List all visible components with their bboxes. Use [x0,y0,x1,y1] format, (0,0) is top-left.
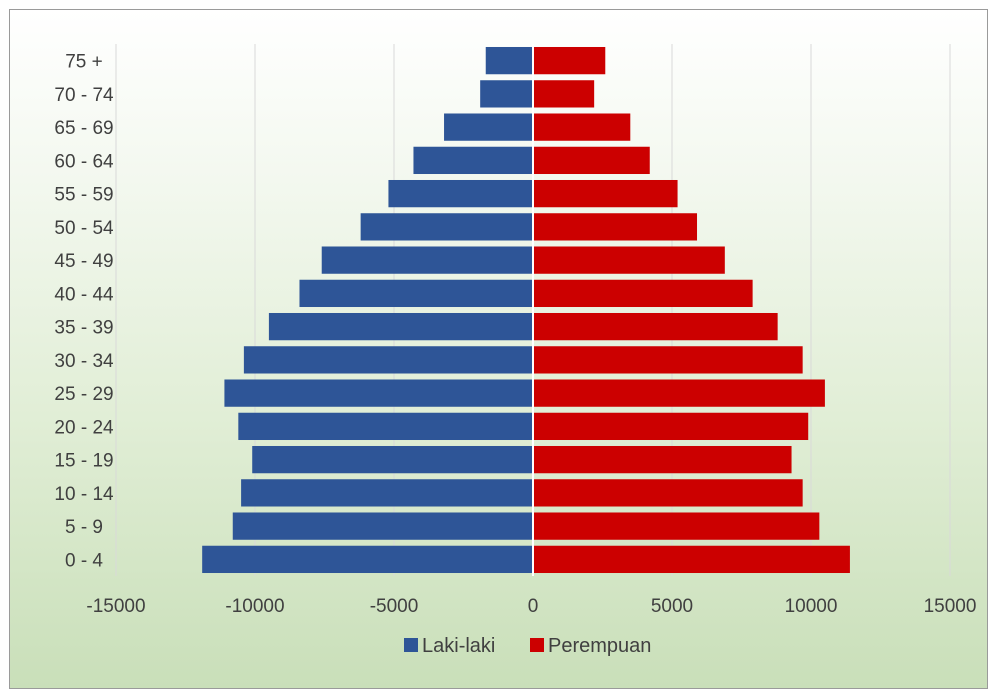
bar-laki-laki [252,445,533,474]
y-tick-label: 70 - 74 [54,85,114,106]
x-tick-label: 10000 [785,596,838,617]
bar-perempuan [533,512,820,540]
bar-perempuan [533,80,595,108]
y-tick-label: 55 - 59 [54,185,113,206]
bar-laki-laki [268,312,533,341]
y-tick-label: 50 - 54 [54,218,114,239]
bar-laki-laki [480,80,533,108]
x-tick-label: -15000 [86,596,145,617]
bar-laki-laki [299,279,533,308]
x-tick-label: 5000 [651,596,693,617]
y-axis-labels: 0 - 4 5 - 9 10 - 14 15 - 19 20 - 24 25 - 29 30… [54,52,114,572]
bar-perempuan [533,346,803,374]
y-tick-label: 45 - 49 [54,251,113,272]
bar-laki-laki [360,213,533,241]
bar-perempuan [533,479,803,507]
x-tick-label: -5000 [370,596,419,617]
bar-laki-laki [241,479,533,507]
bar-perempuan [533,246,725,274]
bar-perempuan [533,379,825,407]
bar-perempuan [533,312,778,341]
bar-perempuan [533,46,606,75]
y-tick-label: 25 - 29 [54,384,113,405]
x-tick-label: 15000 [924,596,977,617]
y-tick-label: 75 + [65,52,103,73]
bar-perempuan [533,412,809,441]
bar-perempuan [533,545,850,574]
y-tick-label: 40 - 44 [54,284,114,305]
bar-laki-laki [321,246,533,274]
bar-laki-laki [232,512,533,540]
x-tick-label: -10000 [225,596,284,617]
y-tick-label: 35 - 39 [54,318,113,339]
y-tick-label: 10 - 14 [54,484,114,505]
bar-perempuan [533,279,753,308]
legend-label-laki-laki: Laki-laki [422,635,495,657]
bar-perempuan [533,113,631,141]
bar-laki-laki [485,46,533,75]
legend-swatch-perempuan [530,638,544,652]
legend-swatch-laki-laki [404,638,418,652]
y-tick-label: 60 - 64 [54,151,114,172]
legend: Laki-laki Perempuan [404,635,651,657]
bar-perempuan [533,445,792,474]
bar-laki-laki [224,379,534,407]
y-tick-label: 5 - 9 [65,517,103,538]
y-tick-label: 65 - 69 [54,118,113,139]
bar-laki-laki [388,179,533,208]
bar-perempuan [533,213,698,241]
bar-laki-laki [202,545,533,574]
y-tick-label: 0 - 4 [65,550,103,571]
bar-laki-laki [238,412,533,441]
bar-laki-laki [413,146,533,175]
x-axis-labels: -15000 -10000 -5000 0 5000 10000 15000 [86,596,976,617]
legend-label-perempuan: Perempuan [548,635,651,657]
bar-perempuan [533,146,650,175]
y-tick-label: 15 - 19 [54,451,113,472]
y-tick-label: 20 - 24 [54,417,114,438]
y-tick-label: 30 - 34 [54,351,114,372]
bar-perempuan [533,179,678,208]
bar-laki-laki [243,346,533,374]
bars [202,44,850,576]
bar-laki-laki [444,113,533,141]
x-tick-label: 0 [528,596,539,617]
